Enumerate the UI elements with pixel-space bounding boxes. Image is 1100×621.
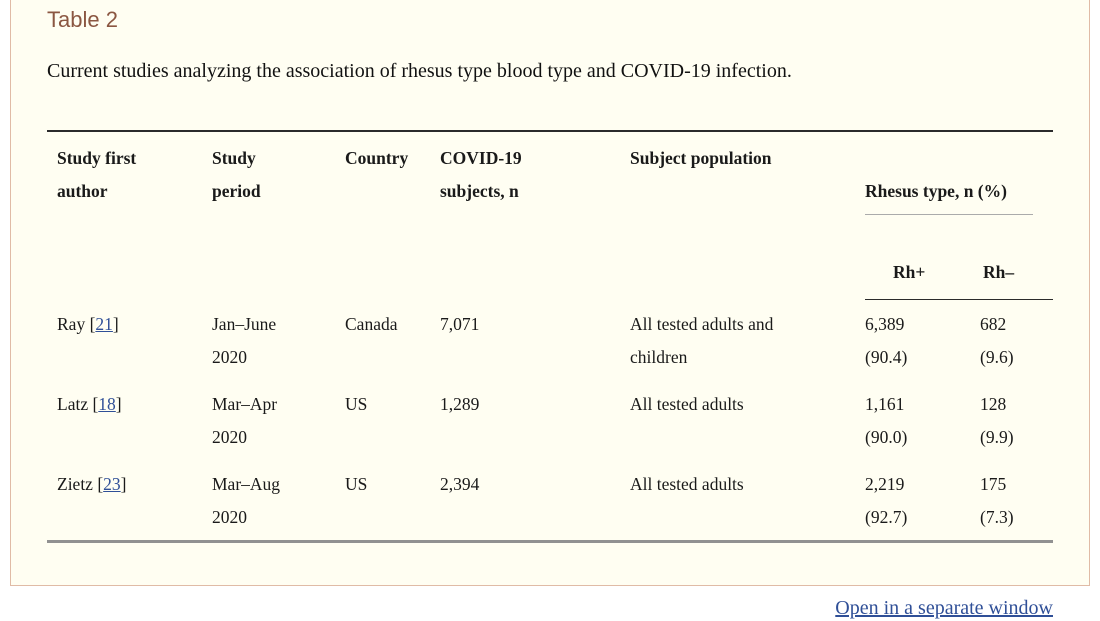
ref-bracket-open: [ <box>92 394 99 414</box>
table-row: Zietz [23] Mar–Aug 2020 US 2,394 All tes… <box>47 460 1053 542</box>
cell-period: Mar–Apr 2020 <box>212 394 278 447</box>
header-subject-population: Subject population <box>630 148 772 168</box>
cell-author: Zietz [23] <box>47 460 212 542</box>
author-name: Ray <box>57 313 90 334</box>
reference-link[interactable]: 21 <box>95 313 113 334</box>
table-row: Latz [18] Mar–Apr 2020 US 1,289 All test… <box>47 380 1053 460</box>
cell-population: All tested adults <box>630 394 744 414</box>
rhesus-group-divider <box>865 214 1033 215</box>
cell-country: US <box>345 394 368 414</box>
cell-rh-positive: 2,219 (92.7) <box>865 474 908 527</box>
ref-bracket-close: ] <box>120 474 127 494</box>
header-rh-negative: Rh– <box>980 248 1053 300</box>
cell-subjects: 2,394 <box>440 474 480 494</box>
open-separate-window-link[interactable]: Open in a separate window <box>835 597 1053 619</box>
cell-subjects: 7,071 <box>440 313 480 334</box>
header-study-first-author: Study first author <box>57 148 137 201</box>
header-covid-subjects: COVID-19 subjects, n <box>440 148 522 201</box>
header-country: Country <box>345 148 409 168</box>
reference-link[interactable]: 23 <box>103 474 121 494</box>
cell-period: Mar–Aug 2020 <box>212 474 281 527</box>
cell-country: Canada <box>345 313 398 334</box>
cell-period: Jan–June 2020 <box>212 313 277 367</box>
cell-country: US <box>345 474 368 494</box>
ref-bracket-open: [ <box>97 474 104 494</box>
table-header: Study first author Study period Country … <box>47 131 1053 300</box>
cell-population: All tested adults and children <box>630 313 774 367</box>
table-title: Table 2 <box>47 7 118 32</box>
cell-author: Latz [18] <box>47 380 212 460</box>
header-study-period: Study period <box>212 148 261 201</box>
cell-subjects: 1,289 <box>440 394 480 414</box>
cell-rh-negative: 175 (7.3) <box>980 474 1014 527</box>
author-name: Latz <box>57 394 93 414</box>
table-caption: Current studies analyzing the associatio… <box>47 60 792 82</box>
table-view-panel: Table 2 Current studies analyzing the as… <box>10 0 1090 619</box>
cell-author: Ray [21] <box>47 300 212 381</box>
author-name: Zietz <box>57 474 98 494</box>
ref-bracket-open: [ <box>89 313 96 334</box>
footer-link-row: Open in a separate window <box>11 595 1053 621</box>
header-rhesus-label: Rhesus type, n (%) <box>865 181 1007 201</box>
header-rhesus-group: Rhesus type, n (%) <box>865 131 1053 248</box>
cell-rh-negative: 682 (9.6) <box>980 314 1014 367</box>
header-rh-positive: Rh+ <box>865 248 980 300</box>
ref-bracket-close: ] <box>112 313 119 334</box>
study-table: Study first author Study period Country … <box>47 130 1053 543</box>
ref-bracket-close: ] <box>115 394 122 414</box>
reference-link[interactable]: 18 <box>98 394 116 414</box>
cell-rh-negative: 128 (9.9) <box>980 394 1014 447</box>
cell-rh-positive: 6,389 (90.4) <box>865 314 908 367</box>
cell-rh-positive: 1,161 (90.0) <box>865 394 908 447</box>
table-row: Ray [21] Jan–June 2020 Canada 7,071 All … <box>47 300 1053 381</box>
cell-population: All tested adults <box>630 474 744 494</box>
